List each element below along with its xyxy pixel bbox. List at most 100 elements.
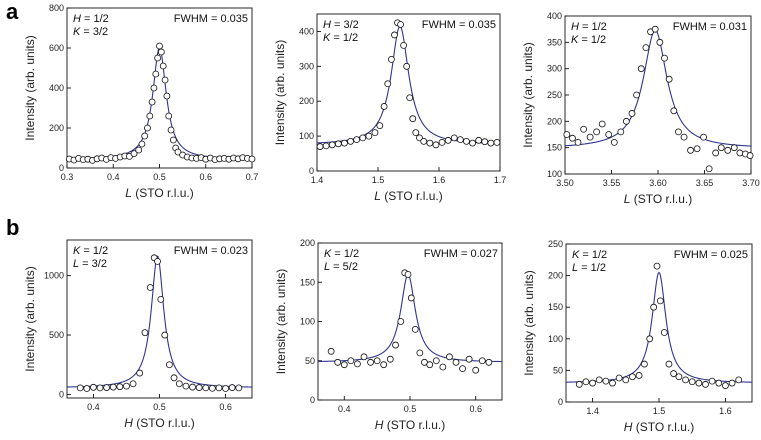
data-point xyxy=(736,149,744,157)
data-point xyxy=(138,140,146,148)
x-axis-label-part-0: L xyxy=(374,189,381,203)
data-point xyxy=(175,380,183,388)
index-label-1: H = 1/2 xyxy=(73,13,109,25)
data-point xyxy=(189,383,196,391)
y-tick-label: 200 xyxy=(49,123,64,133)
x-axis-label: L (STO r.l.u.) xyxy=(624,192,692,206)
index-label-2-part-0: K xyxy=(323,32,331,44)
data-point xyxy=(327,347,335,355)
data-point xyxy=(687,146,694,154)
data-point xyxy=(397,318,405,325)
data-point xyxy=(622,117,630,125)
x-axis-label: L (STO r.l.u.) xyxy=(374,189,442,203)
data-point xyxy=(598,120,606,128)
fwhm-label: FWHM = 0.035 xyxy=(422,19,496,31)
y-axis-label: Intensity (arb. units) xyxy=(23,35,37,140)
y-tick-label: 250 xyxy=(548,239,563,249)
y-tick-label: 0 xyxy=(558,397,563,407)
y-tick-label: 0 xyxy=(310,395,315,405)
data-point xyxy=(341,139,348,147)
data-point xyxy=(640,360,648,368)
index-label-1-part-0: H xyxy=(323,19,331,31)
data-point xyxy=(96,384,104,392)
x-tick-label: 3.55 xyxy=(603,178,621,188)
data-point xyxy=(404,270,412,278)
index-label-2-part-0: K xyxy=(571,34,579,46)
index-label-2-part-0: L xyxy=(572,262,578,274)
data-point xyxy=(157,48,165,56)
data-point xyxy=(646,335,654,343)
data-point xyxy=(702,380,709,388)
data-point xyxy=(328,141,336,149)
data-point xyxy=(136,369,144,377)
data-point xyxy=(580,125,587,133)
y-tick-label: 400 xyxy=(547,11,562,21)
panel-b2-chart: 0.4 0.5 0.6 0 50 100 150 200 H (STO r.l.u.) Inten… xyxy=(274,238,503,432)
data-point xyxy=(170,374,178,382)
data-point xyxy=(373,357,381,365)
plot-frame xyxy=(316,13,501,172)
x-tick-label: 1.6 xyxy=(719,406,732,416)
x-tick-label: 0.5 xyxy=(153,402,166,412)
data-point xyxy=(148,98,156,106)
y-tick-label: 50 xyxy=(305,356,315,366)
fit-curve xyxy=(564,29,752,147)
x-tick-label: 1.4 xyxy=(586,406,599,416)
y-tick-label: 50 xyxy=(553,365,563,375)
y-tick-label: 500 xyxy=(49,330,64,340)
data-point xyxy=(386,355,394,363)
data-point xyxy=(569,134,576,142)
data-point xyxy=(432,357,440,365)
data-point xyxy=(411,325,419,333)
data-point xyxy=(650,303,658,311)
data-point xyxy=(724,146,732,154)
data-point xyxy=(141,329,149,337)
index-label-2: L = 5/2 xyxy=(324,261,358,273)
y-tick-label: 600 xyxy=(49,43,64,53)
data-point xyxy=(693,145,701,153)
x-tick-label: 0.5 xyxy=(153,172,166,182)
y-tick-label: 150 xyxy=(548,302,563,312)
x-tick-label: 1.7 xyxy=(494,175,507,185)
x-axis-label-part-0: L xyxy=(125,186,132,200)
x-axis-label-part-1: (STO r.l.u.) xyxy=(132,186,194,200)
data-point xyxy=(150,84,158,92)
data-point xyxy=(665,360,673,368)
data-point xyxy=(602,377,610,385)
index-label-2: K = 1/2 xyxy=(571,34,606,46)
data-point xyxy=(715,379,723,387)
x-axis-label-part-1: (STO r.l.u.) xyxy=(381,189,443,203)
x-tick-label: 0.7 xyxy=(246,172,259,182)
panel-b3-chart: 1.4 1.5 1.6 0 50 100 150 200 250 H (STO r.l.u.) In… xyxy=(522,239,753,434)
data-point xyxy=(380,361,388,369)
data-point xyxy=(605,131,613,138)
data-point xyxy=(746,152,754,159)
data-point xyxy=(407,294,415,302)
data-point xyxy=(705,165,713,173)
x-tick-label: 3.50 xyxy=(556,178,574,188)
data-point xyxy=(695,379,703,387)
data-point xyxy=(103,384,111,391)
data-point xyxy=(371,129,379,137)
data-point xyxy=(384,80,392,88)
data-point xyxy=(347,137,354,145)
data-point xyxy=(403,62,411,70)
data-point xyxy=(365,132,373,140)
data-point xyxy=(215,384,223,392)
x-tick-label: 3.70 xyxy=(742,178,760,188)
data-point xyxy=(76,384,84,392)
data-point xyxy=(446,353,453,361)
data-point xyxy=(660,329,668,336)
data-point xyxy=(420,137,428,145)
data-point xyxy=(629,373,636,381)
data-point xyxy=(109,383,117,391)
data-point xyxy=(700,133,707,141)
data-point xyxy=(633,91,641,99)
data-point xyxy=(656,297,664,305)
y-tick-label: 150 xyxy=(547,143,562,153)
x-tick-label: 0.6 xyxy=(469,404,482,414)
data-point xyxy=(595,376,603,384)
y-tick-label: 200 xyxy=(299,96,314,106)
data-point xyxy=(159,62,167,70)
data-point xyxy=(353,136,361,144)
